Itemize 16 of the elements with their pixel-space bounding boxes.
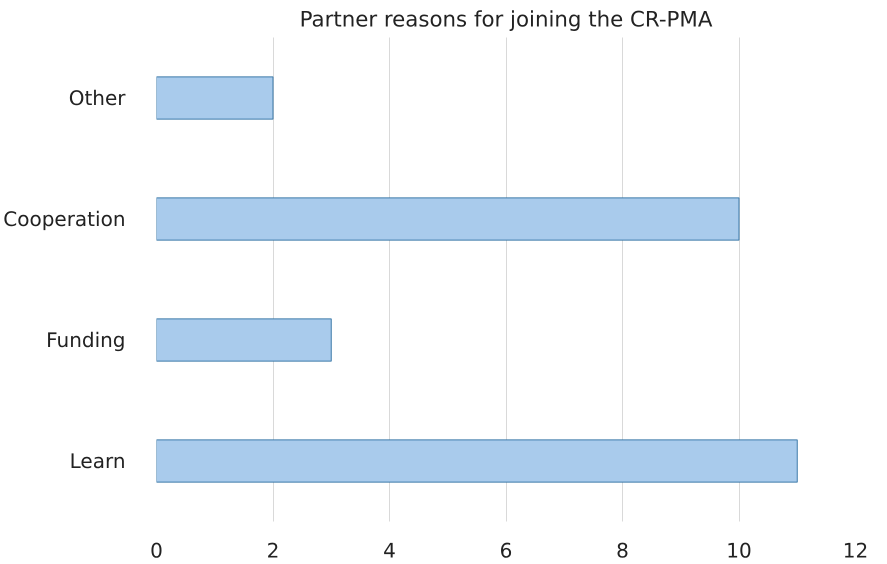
y-tick-label: Cooperation — [3, 207, 126, 231]
y-tick-label: Learn — [70, 449, 126, 473]
bar — [156, 76, 274, 120]
x-tick-label: 8 — [616, 538, 629, 562]
bar — [156, 439, 798, 483]
y-tick-label: Funding — [46, 328, 126, 352]
bar — [156, 197, 740, 241]
y-tick-label: Other — [68, 86, 126, 110]
x-tick-label: 2 — [266, 538, 280, 562]
x-tick-label: 6 — [500, 538, 512, 562]
x-tick-label: 4 — [383, 538, 396, 562]
x-tick-label: 10 — [726, 538, 752, 562]
x-tick-label: 12 — [842, 538, 868, 562]
chart-title: Partner reasons for joining the CR-PMA — [300, 8, 713, 32]
x-tick-label: 0 — [150, 538, 163, 562]
bar — [156, 318, 332, 362]
